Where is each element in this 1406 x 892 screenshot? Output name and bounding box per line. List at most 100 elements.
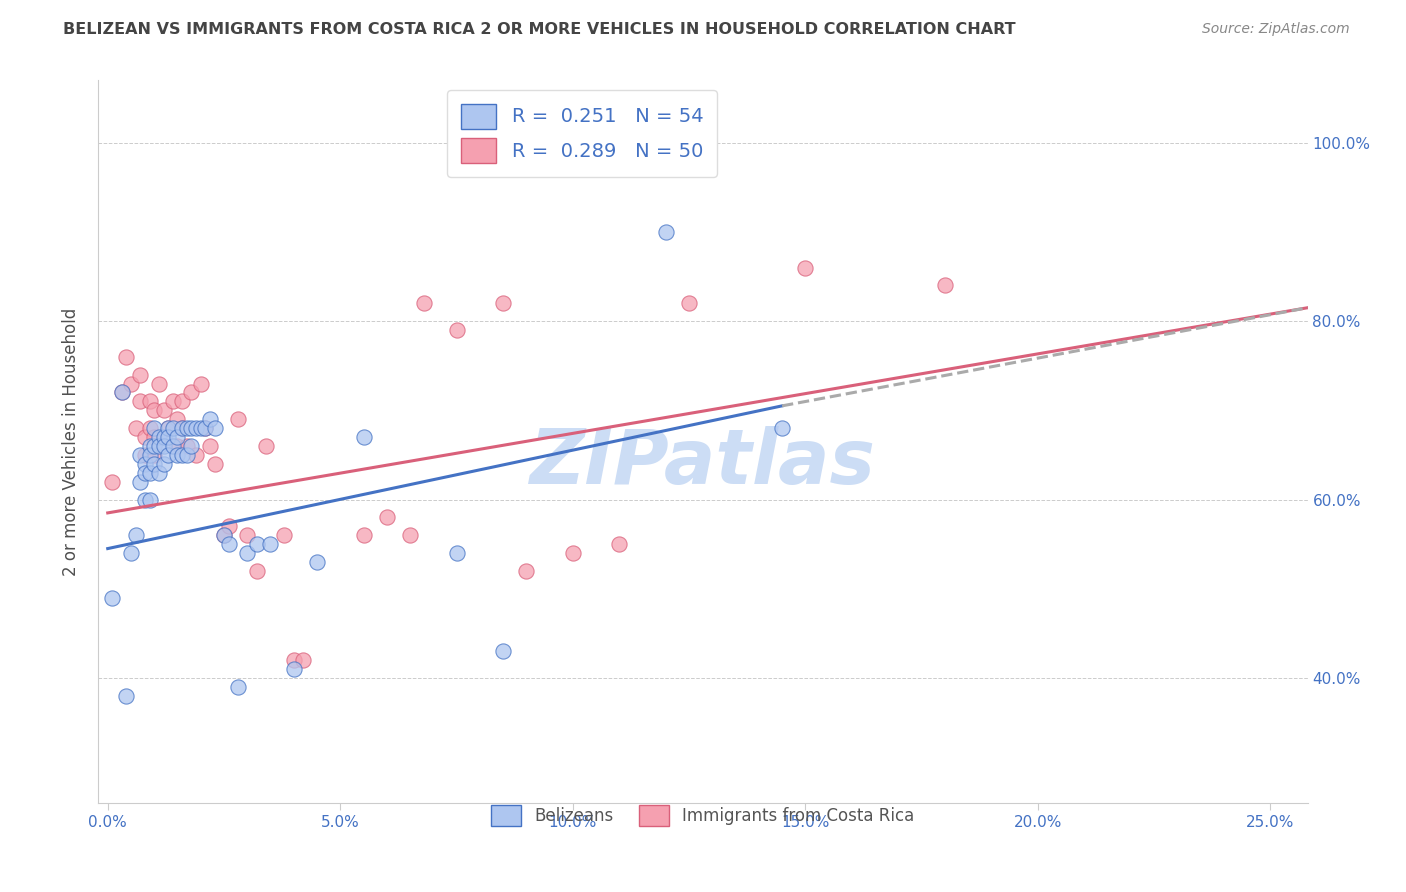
Point [245, 564, 267, 578]
Point [134, 492, 156, 507]
Point [226, 412, 249, 426]
Point [204, 457, 226, 471]
Point [212, 528, 235, 542]
Point [162, 394, 184, 409]
Point [124, 421, 146, 435]
Point [157, 421, 180, 435]
Point [172, 394, 194, 409]
Y-axis label: 2 or more Vehicles in Household: 2 or more Vehicles in Household [62, 308, 80, 575]
Point [607, 537, 630, 551]
Point [157, 430, 180, 444]
Point [166, 412, 188, 426]
Point [353, 528, 375, 542]
Point [143, 448, 166, 462]
Point [101, 475, 124, 489]
Point [176, 421, 198, 435]
Point [245, 537, 267, 551]
Point [152, 439, 174, 453]
Point [176, 448, 198, 462]
Point [305, 555, 328, 569]
Legend: Belizeans, Immigrants from Costa Rica: Belizeans, Immigrants from Costa Rica [479, 793, 927, 838]
Point [273, 528, 295, 542]
Point [492, 296, 515, 310]
Point [120, 376, 142, 391]
Point [180, 385, 202, 400]
Point [152, 457, 174, 471]
Point [226, 680, 249, 694]
Point [134, 448, 156, 462]
Point [148, 376, 170, 391]
Point [259, 537, 281, 551]
Point [134, 457, 156, 471]
Point [184, 448, 207, 462]
Point [770, 421, 793, 435]
Point [148, 439, 170, 453]
Point [143, 439, 166, 453]
Point [204, 421, 226, 435]
Point [254, 439, 277, 453]
Point [134, 466, 156, 480]
Point [446, 323, 468, 337]
Point [283, 653, 305, 667]
Point [678, 296, 700, 310]
Point [198, 439, 221, 453]
Point [138, 439, 160, 453]
Point [283, 662, 305, 676]
Point [212, 528, 235, 542]
Point [413, 296, 436, 310]
Point [561, 546, 583, 560]
Point [152, 430, 174, 444]
Point [190, 376, 212, 391]
Point [138, 492, 160, 507]
Point [166, 430, 188, 444]
Point [515, 564, 537, 578]
Point [120, 546, 142, 560]
Point [138, 421, 160, 435]
Point [152, 403, 174, 417]
Point [180, 421, 202, 435]
Text: ZIPatlas: ZIPatlas [530, 426, 876, 500]
Point [446, 546, 468, 560]
Point [148, 430, 170, 444]
Point [194, 421, 217, 435]
Point [162, 421, 184, 435]
Point [124, 528, 146, 542]
Point [218, 537, 240, 551]
Point [129, 394, 152, 409]
Point [492, 644, 515, 658]
Point [172, 421, 194, 435]
Point [129, 448, 152, 462]
Point [157, 448, 180, 462]
Point [166, 448, 188, 462]
Point [138, 466, 160, 480]
Text: Source: ZipAtlas.com: Source: ZipAtlas.com [1202, 22, 1350, 37]
Point [166, 439, 188, 453]
Point [194, 421, 217, 435]
Point [157, 421, 180, 435]
Text: BELIZEAN VS IMMIGRANTS FROM COSTA RICA 2 OR MORE VEHICLES IN HOUSEHOLD CORRELATI: BELIZEAN VS IMMIGRANTS FROM COSTA RICA 2… [63, 22, 1017, 37]
Point [143, 421, 166, 435]
Point [162, 439, 184, 453]
Point [111, 385, 134, 400]
Point [375, 510, 398, 524]
Point [934, 278, 956, 293]
Point [134, 430, 156, 444]
Point [138, 394, 160, 409]
Point [236, 546, 259, 560]
Point [129, 368, 152, 382]
Point [172, 448, 194, 462]
Point [138, 448, 160, 462]
Point [148, 466, 170, 480]
Point [143, 430, 166, 444]
Point [111, 385, 134, 400]
Point [198, 412, 221, 426]
Point [115, 689, 138, 703]
Point [143, 403, 166, 417]
Point [794, 260, 817, 275]
Point [353, 430, 375, 444]
Point [176, 439, 198, 453]
Point [292, 653, 315, 667]
Point [143, 457, 166, 471]
Point [218, 519, 240, 533]
Point [172, 421, 194, 435]
